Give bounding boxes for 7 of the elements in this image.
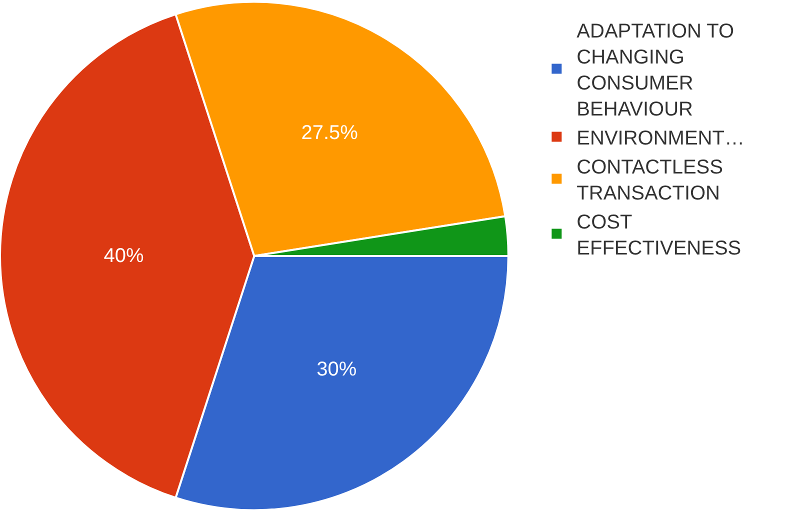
data-label: 27.5% [301, 122, 358, 144]
data-label: 40% [104, 245, 144, 267]
legend-label: ENVIRONMENT… [576, 128, 744, 150]
legend-label: ADAPTATION TO CHANGING CONSUMER BEHAVIOUR [576, 20, 734, 121]
legend-label: CONTACTLESS TRANSACTION [576, 156, 723, 205]
legend-label: COST EFFECTIVENESS [576, 212, 742, 260]
data-label: 30% [316, 358, 357, 381]
